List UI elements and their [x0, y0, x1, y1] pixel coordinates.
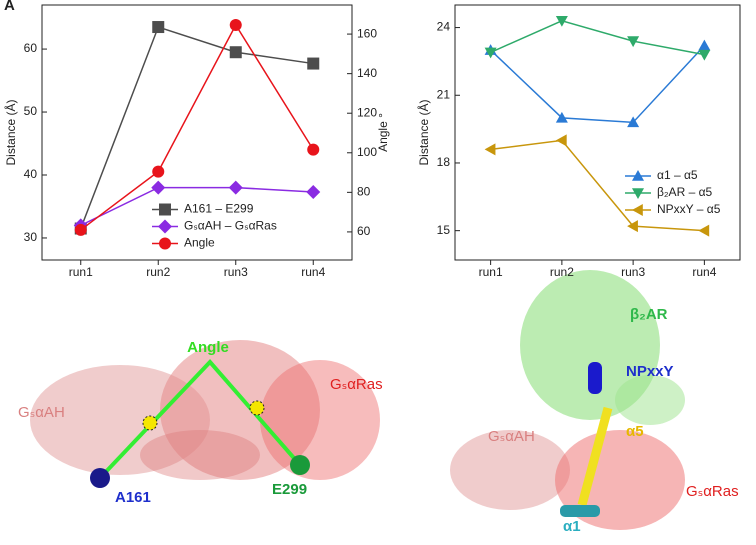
marker [307, 143, 320, 156]
residue-label: E299 [272, 481, 307, 498]
y2-tick-label: 100 [357, 145, 377, 159]
marker [632, 188, 644, 199]
y-tick-label: 24 [437, 20, 451, 34]
y2-axis-label: Angle ° [376, 113, 390, 152]
domain-label: GₛαAH [18, 404, 65, 421]
legend-label: A161 – E299 [184, 202, 254, 216]
y-tick-label: 30 [24, 230, 38, 244]
y2-tick-label: 60 [357, 224, 371, 238]
y2-tick-label: 80 [357, 185, 371, 199]
y-tick-label: 15 [437, 223, 451, 237]
y-tick-label: 21 [437, 87, 451, 101]
legend-label: α1 – α5 [657, 168, 698, 182]
x-tick-label: run3 [224, 265, 248, 279]
y2-tick-label: 140 [357, 66, 377, 80]
series-line [80, 26, 314, 229]
y-tick-label: 60 [24, 41, 38, 55]
series-line [490, 45, 705, 124]
x-tick-label: run3 [621, 265, 645, 279]
plot-frame [454, 4, 741, 261]
x-tick-label: run4 [301, 265, 325, 279]
marker [555, 111, 568, 123]
plot-frame [41, 4, 353, 261]
marker [74, 223, 87, 236]
marker [307, 57, 320, 70]
y2-tick-label: 120 [357, 105, 377, 119]
marker [158, 219, 172, 234]
y-tick-label: 18 [437, 155, 451, 169]
y-axis-label: Distance (Å) [3, 99, 18, 165]
marker [555, 134, 567, 147]
marker [632, 170, 644, 181]
helix-label: α1 [563, 518, 581, 535]
marker [228, 180, 243, 195]
motif-label: NPxxY [626, 363, 674, 380]
x-tick-label: run1 [69, 265, 93, 279]
marker [229, 18, 242, 31]
marker [698, 224, 710, 237]
marker [484, 143, 496, 156]
angle-label: Angle [187, 339, 229, 356]
marker [698, 39, 711, 51]
marker [306, 185, 321, 199]
domain-label: GₛαAH [488, 428, 535, 445]
marker [229, 46, 242, 59]
panel-label: A [4, 0, 15, 14]
x-tick-label: run2 [550, 265, 574, 279]
y-axis-label: Distance (Å) [416, 99, 431, 165]
legend-label: GₛαAH – GₛαRas [184, 219, 277, 233]
y-tick-label: 40 [24, 167, 38, 181]
marker [151, 180, 166, 195]
legend-label: β₂AR – α5 [657, 185, 713, 199]
residue-label: A161 [115, 489, 151, 506]
x-tick-label: run4 [692, 265, 716, 279]
marker [627, 36, 640, 48]
x-tick-label: run1 [479, 265, 503, 279]
legend-label: NPxxY – α5 [657, 202, 721, 216]
x-tick-label: run2 [146, 265, 170, 279]
marker [484, 47, 497, 59]
domain-label: GₛαRas [686, 483, 739, 500]
marker [152, 165, 165, 178]
marker [698, 49, 711, 61]
marker [632, 204, 643, 216]
domain-label: GₛαRas [330, 376, 383, 393]
helix-label: α5 [626, 423, 644, 440]
marker [152, 21, 165, 34]
receptor-label: β₂AR [630, 306, 668, 323]
structure-right: β₂AR NPxxY α5 GₛαAH GₛαRas α1 [450, 270, 739, 535]
y2-tick-label: 160 [357, 26, 377, 40]
series-line [490, 20, 705, 56]
marker [555, 15, 568, 27]
series-line [80, 23, 314, 231]
legend-label: Angle [184, 236, 215, 250]
y-tick-label: 50 [24, 104, 38, 118]
marker [627, 220, 638, 233]
series-line [490, 139, 705, 232]
marker [159, 203, 171, 216]
series-line [80, 186, 314, 227]
marker [627, 116, 640, 128]
marker [159, 237, 171, 250]
structure-left: Angle GₛαAH GₛαRas A161 E299 [18, 339, 383, 506]
